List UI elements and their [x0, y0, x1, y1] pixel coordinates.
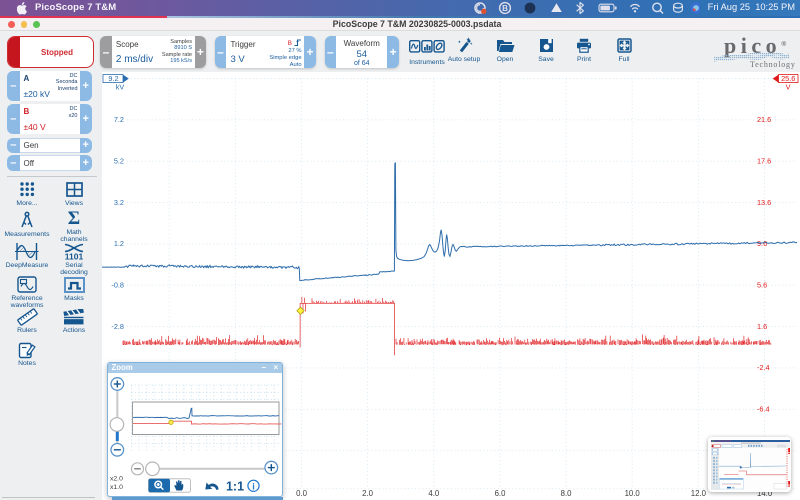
svg-text:6.0: 6.0	[495, 489, 507, 498]
svg-text:x1.0: x1.0	[110, 484, 123, 491]
svg-text:9.6: 9.6	[757, 239, 767, 248]
svg-text:5.2: 5.2	[114, 157, 124, 166]
svg-text:1:1: 1:1	[226, 480, 244, 494]
svg-text:9.2: 9.2	[108, 74, 118, 83]
svg-text:1101: 1101	[65, 251, 84, 260]
svg-text:21.6: 21.6	[757, 115, 771, 124]
svg-text:12.0: 12.0	[691, 489, 707, 498]
svg-text:17.6: 17.6	[757, 157, 771, 166]
svg-text:1.2: 1.2	[114, 239, 124, 248]
svg-text:1.6: 1.6	[757, 322, 767, 331]
svg-text:0.0: 0.0	[296, 489, 308, 498]
svg-text:x2.0: x2.0	[110, 476, 123, 483]
svg-text:-2.8: -2.8	[111, 322, 124, 331]
svg-text:7.2: 7.2	[114, 115, 124, 124]
svg-text:3.2: 3.2	[114, 198, 124, 207]
svg-text:13.6: 13.6	[757, 198, 771, 207]
svg-text:2.0: 2.0	[362, 489, 374, 498]
svg-text:8.0: 8.0	[561, 489, 573, 498]
svg-text:10.0: 10.0	[625, 489, 641, 498]
svg-text:14.0: 14.0	[757, 489, 773, 498]
svg-text:-0.8: -0.8	[111, 281, 124, 290]
svg-text:V: V	[786, 83, 791, 92]
svg-text:5.6: 5.6	[757, 281, 767, 290]
svg-text:i: i	[252, 481, 255, 491]
svg-text:B: B	[502, 4, 508, 13]
svg-text:4.0: 4.0	[428, 489, 440, 498]
svg-text:kV: kV	[116, 83, 125, 92]
svg-text:25.6: 25.6	[781, 74, 795, 83]
svg-text:-6.4: -6.4	[757, 405, 770, 414]
svg-text:-2.4: -2.4	[757, 363, 770, 372]
